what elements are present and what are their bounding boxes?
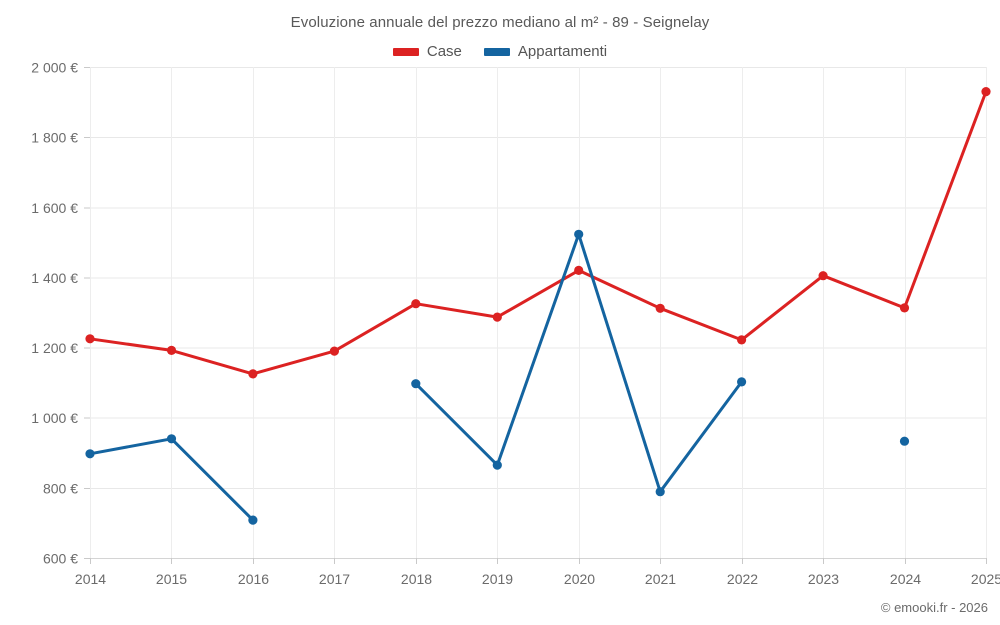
data-point-case-2020[interactable] (574, 265, 584, 275)
data-point-appartamenti-2019[interactable] (492, 460, 502, 470)
x-axis-label: 2023 (808, 571, 839, 587)
y-axis-label: 800 € (43, 480, 78, 496)
series-line-case (88, 90, 988, 376)
y-axis-label: 1 200 € (31, 340, 78, 356)
data-point-appartamenti-2024[interactable] (899, 436, 910, 446)
y-axis-label: 1 600 € (31, 200, 78, 216)
data-point-case-2018[interactable] (411, 299, 421, 309)
legend-label-appartamenti: Appartamenti (517, 43, 608, 60)
chart-legend: Case Appartamenti (0, 43, 1000, 60)
x-axis-label: 2014 (75, 571, 106, 587)
x-axis-label: 2024 (890, 571, 921, 587)
data-point-case-2021[interactable] (655, 303, 665, 313)
x-axis-label: 2017 (319, 571, 350, 587)
data-point-case-2014[interactable] (85, 334, 95, 344)
x-axis-label: 2022 (727, 571, 758, 587)
legend-item-appartamenti[interactable]: Appartamenti (483, 43, 608, 60)
data-point-case-2025[interactable] (981, 87, 991, 97)
y-axis-label: 1 400 € (31, 270, 78, 286)
data-point-case-2015[interactable] (166, 345, 177, 355)
legend-swatch-case (392, 47, 419, 56)
data-point-case-2017[interactable] (329, 346, 339, 356)
x-axis-label: 2025 (971, 571, 1000, 587)
x-axis-label: 2018 (401, 571, 432, 587)
data-point-appartamenti-2022[interactable] (737, 377, 747, 387)
legend-swatch-appartamenti (483, 47, 510, 56)
data-point-appartamenti-2015[interactable] (166, 434, 177, 444)
data-point-appartamenti-2016[interactable] (248, 515, 258, 525)
y-axis-label: 600 € (43, 551, 78, 567)
y-axis-label: 2 000 € (31, 60, 78, 76)
data-point-case-2024[interactable] (899, 303, 910, 313)
credit-text: © emooki.fr - 2026 (880, 600, 988, 615)
legend-item-case[interactable]: Case (392, 43, 462, 60)
legend-label-case: Case (426, 43, 462, 60)
y-axis-label: 1 000 € (31, 410, 78, 426)
x-axis-label: 2019 (482, 571, 513, 587)
x-axis-label: 2020 (564, 571, 595, 587)
data-point-case-2016[interactable] (248, 369, 258, 379)
data-point-appartamenti-2018[interactable] (411, 379, 421, 389)
data-point-case-2019[interactable] (492, 312, 502, 322)
data-point-appartamenti-2014[interactable] (85, 449, 95, 459)
data-point-appartamenti-2021[interactable] (655, 487, 665, 497)
chart-title: Evoluzione annuale del prezzo mediano al… (290, 14, 710, 31)
x-axis-label: 2015 (156, 571, 187, 587)
y-axis-label: 1 800 € (31, 130, 78, 146)
x-axis-label: 2016 (238, 571, 269, 587)
data-point-case-2022[interactable] (737, 335, 747, 345)
x-axis-label: 2021 (645, 571, 676, 587)
data-point-case-2023[interactable] (818, 271, 828, 281)
data-point-appartamenti-2020[interactable] (574, 229, 584, 239)
